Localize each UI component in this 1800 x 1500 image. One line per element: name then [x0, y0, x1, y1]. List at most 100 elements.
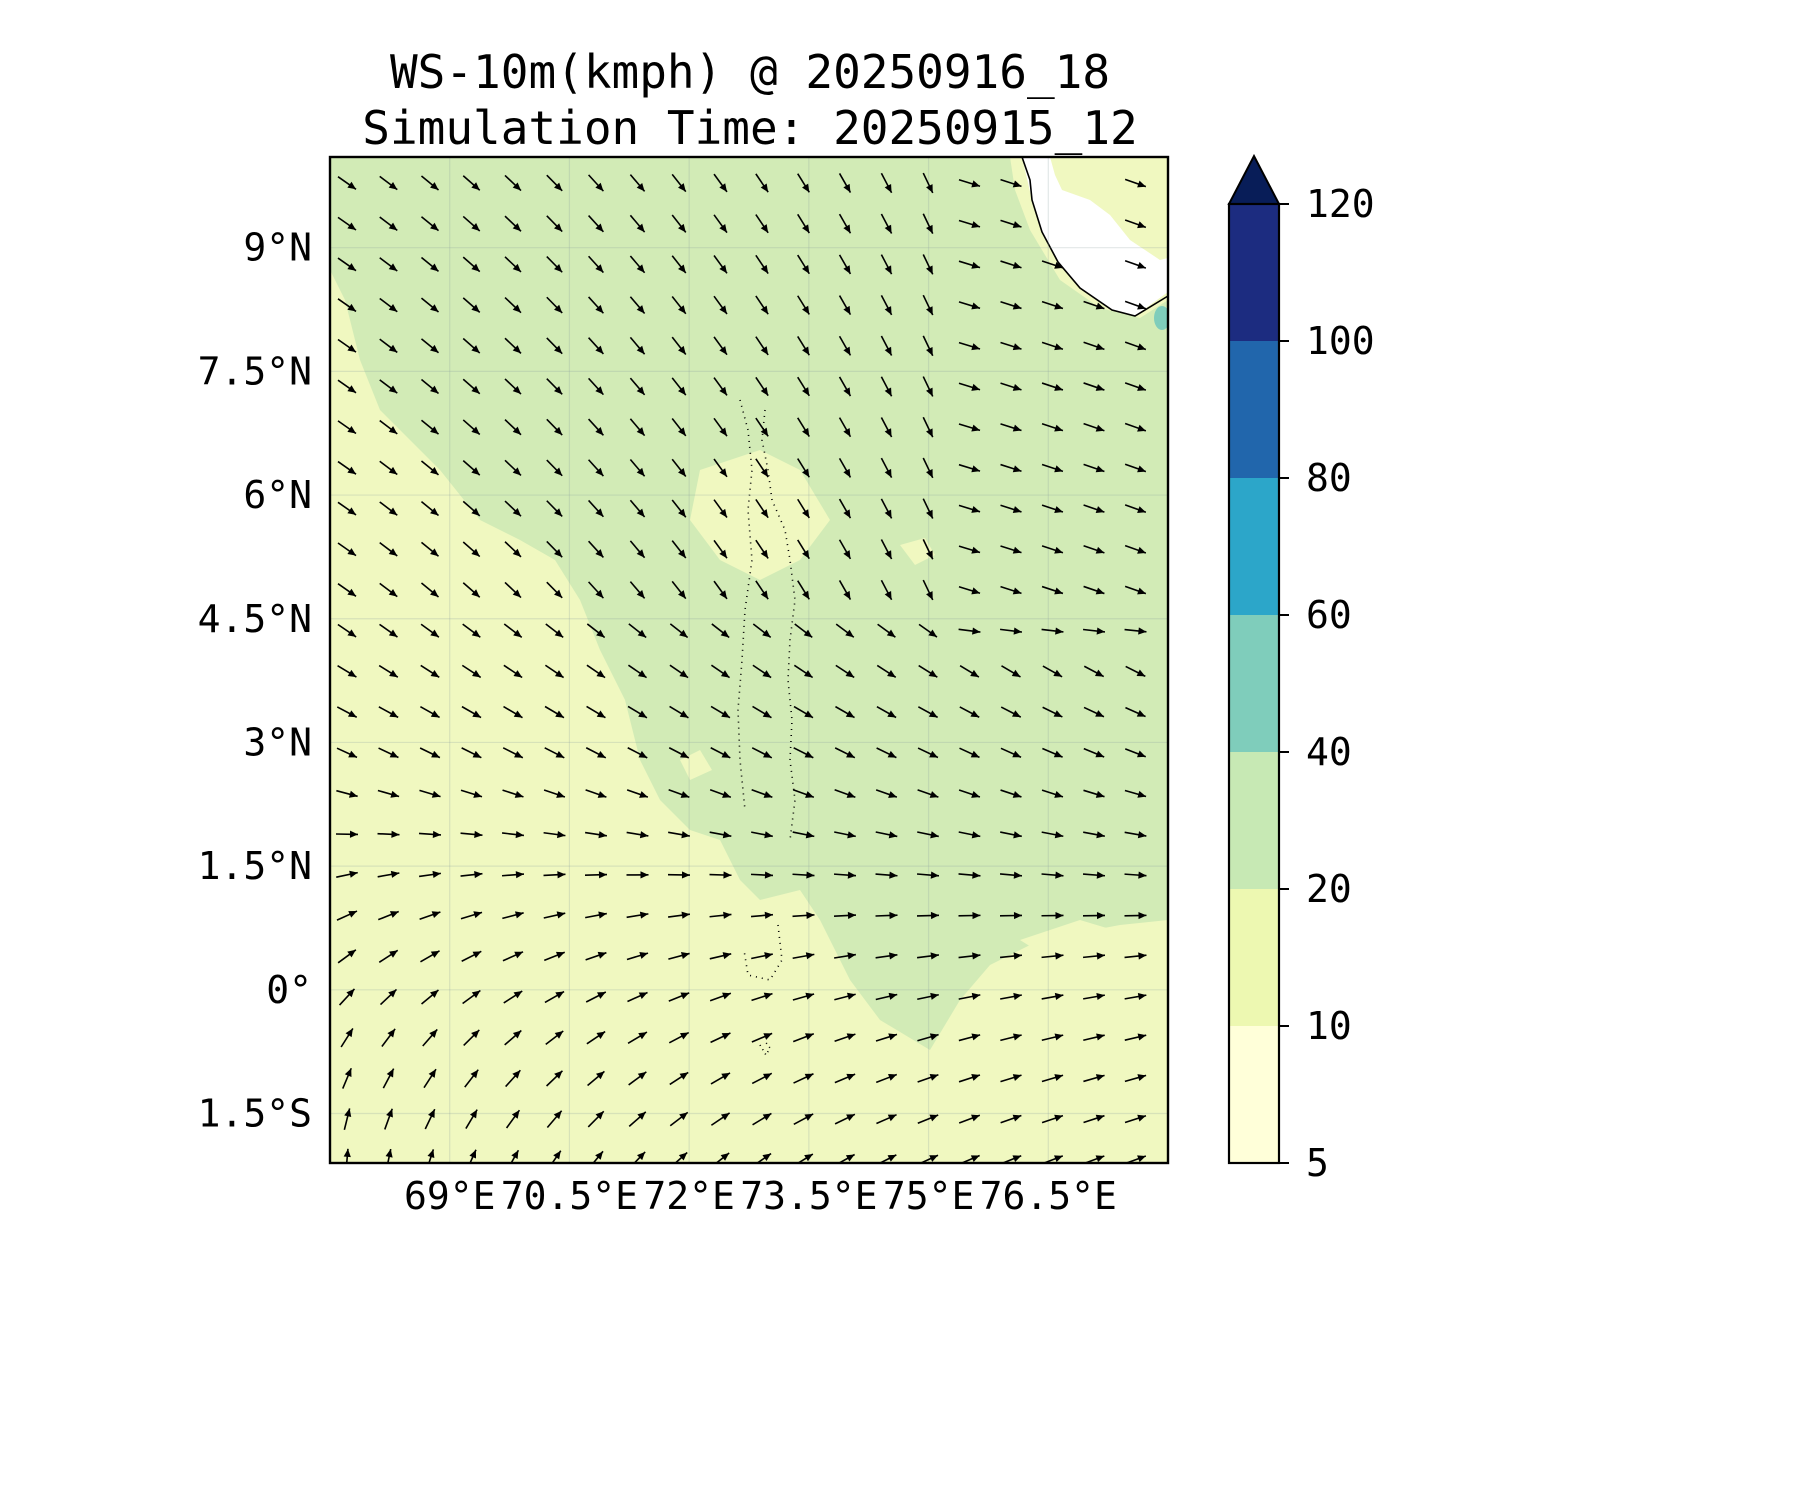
- wind-arrow: [462, 337, 481, 354]
- wind-arrow: [1083, 1074, 1105, 1083]
- wind-arrow: [1082, 627, 1106, 635]
- wind-arrow: [336, 789, 358, 798]
- wind-arrow: [715, 1152, 730, 1163]
- colorbar-tick-label: 100: [1306, 319, 1375, 363]
- wind-arrow: [587, 499, 605, 518]
- wind-arrow: [1083, 789, 1105, 798]
- wind-arrow: [629, 377, 646, 396]
- wind-arrow: [958, 301, 981, 310]
- wind-arrow: [628, 623, 647, 639]
- wind-arrow: [418, 870, 442, 879]
- wind-arrow: [460, 830, 483, 839]
- wind-arrow: [337, 338, 357, 353]
- colorbar-tick-label: 5: [1306, 1141, 1329, 1185]
- wind-arrow: [1041, 382, 1064, 391]
- wind-arrow: [1124, 382, 1147, 391]
- wind-arrow: [379, 582, 398, 598]
- island-chain: [737, 399, 753, 811]
- wind-arrow: [1124, 871, 1147, 879]
- x-tick-label: 70.5°E: [501, 1174, 638, 1218]
- wind-arrow: [877, 623, 896, 638]
- wind-arrow: [546, 378, 563, 395]
- wind-arrow: [1000, 1074, 1022, 1083]
- wind-arrow: [671, 540, 687, 559]
- wind-arrow: [337, 257, 357, 272]
- wind-arrow: [668, 747, 690, 759]
- wind-arrow: [838, 376, 852, 397]
- wind-arrow: [797, 336, 810, 356]
- wind-arrow: [876, 747, 897, 759]
- wind-arrow: [797, 498, 810, 519]
- wind-arrow: [1124, 178, 1147, 188]
- wind-arrow: [545, 623, 564, 639]
- wind-arrow: [336, 870, 358, 878]
- wind-arrow: [916, 952, 940, 960]
- wind-arrow: [424, 1108, 436, 1130]
- wind-arrow: [628, 1071, 647, 1086]
- wind-arrow: [587, 418, 605, 436]
- wind-arrow: [875, 952, 898, 960]
- wind-arrow: [462, 460, 481, 476]
- wind-arrow: [462, 297, 481, 313]
- wind-arrow: [627, 664, 648, 679]
- wind-arrow: [916, 871, 940, 879]
- wind-arrow: [420, 338, 440, 354]
- wind-arrow: [958, 463, 981, 473]
- wind-arrow: [1041, 422, 1064, 432]
- colorbar-extend-arrow: [1227, 153, 1281, 205]
- wind-arrow: [420, 623, 440, 638]
- wind-arrow: [713, 377, 728, 396]
- wind-arrow: [421, 989, 439, 1005]
- wind-arrow: [546, 255, 563, 273]
- wind-arrow: [1000, 585, 1022, 595]
- y-tick-label: 7.5°N: [198, 349, 312, 393]
- wind-arrow: [1082, 952, 1106, 960]
- wind-arrow: [503, 705, 523, 719]
- wind-arrow: [551, 1150, 562, 1163]
- wind-arrow: [382, 1068, 395, 1089]
- wind-arrow: [752, 623, 772, 639]
- wind-arrow: [999, 871, 1023, 879]
- wind-arrow: [1083, 382, 1105, 391]
- wind-arrow: [585, 747, 607, 759]
- wind-arrow: [1124, 422, 1147, 432]
- wind-arrow: [958, 1033, 981, 1042]
- wind-arrow: [713, 295, 728, 315]
- wind-arrow: [420, 419, 440, 435]
- wind-arrow: [628, 1111, 647, 1127]
- wind-arrow: [880, 579, 893, 601]
- wind-arrow: [462, 500, 481, 517]
- wind-arrow: [546, 1070, 563, 1087]
- wind-arrow: [504, 296, 522, 314]
- wind-arrow: [875, 911, 898, 920]
- colorbar-frame: [1227, 202, 1281, 1165]
- wind-arrow: [713, 336, 728, 356]
- wind-arrow: [384, 1108, 393, 1130]
- wind-arrow: [922, 254, 934, 275]
- wind-arrow: [794, 623, 813, 638]
- wind-arrow: [1000, 301, 1022, 310]
- wind-arrow: [668, 992, 690, 1002]
- wind-arrow: [751, 1032, 773, 1043]
- wind-arrow: [1000, 504, 1022, 513]
- wind-arrow: [880, 294, 893, 316]
- wind-arrow: [916, 911, 940, 920]
- colorbar-tick-label: 20: [1306, 867, 1352, 911]
- wind-arrow: [958, 871, 981, 879]
- wind-arrow: [337, 298, 357, 313]
- colorbar-segment: [1229, 752, 1279, 889]
- land-area: [1022, 157, 1168, 316]
- wind-speed-patch: [690, 450, 830, 580]
- wind-arrow: [1124, 911, 1147, 920]
- x-tick-label: 72°E: [643, 1174, 735, 1218]
- wind-arrow: [1125, 665, 1146, 678]
- wind-arrow: [1041, 504, 1064, 513]
- wind-arrow: [878, 1154, 897, 1163]
- wind-arrow: [999, 911, 1023, 920]
- wind-arrow: [633, 1151, 646, 1163]
- wind-arrow: [501, 871, 525, 879]
- wind-arrow: [379, 542, 398, 557]
- wind-arrow: [797, 417, 810, 437]
- wind-arrow: [669, 1071, 689, 1086]
- wind-arrow: [462, 175, 481, 191]
